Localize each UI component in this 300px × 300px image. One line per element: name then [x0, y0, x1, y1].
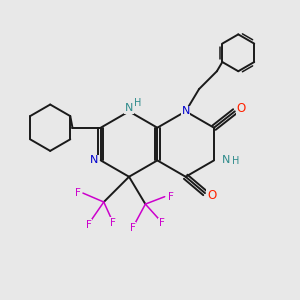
Text: O: O — [237, 103, 246, 116]
Text: N: N — [125, 103, 133, 113]
Text: F: F — [110, 218, 116, 228]
Text: N: N — [222, 155, 231, 165]
Text: F: F — [168, 192, 174, 202]
Text: N: N — [182, 106, 190, 116]
Text: F: F — [159, 218, 165, 228]
Text: F: F — [75, 188, 81, 198]
Text: O: O — [207, 189, 216, 202]
Text: H: H — [134, 98, 141, 108]
Text: H: H — [232, 156, 240, 166]
Text: F: F — [86, 220, 92, 230]
Text: F: F — [130, 223, 136, 233]
Text: N: N — [90, 155, 98, 165]
